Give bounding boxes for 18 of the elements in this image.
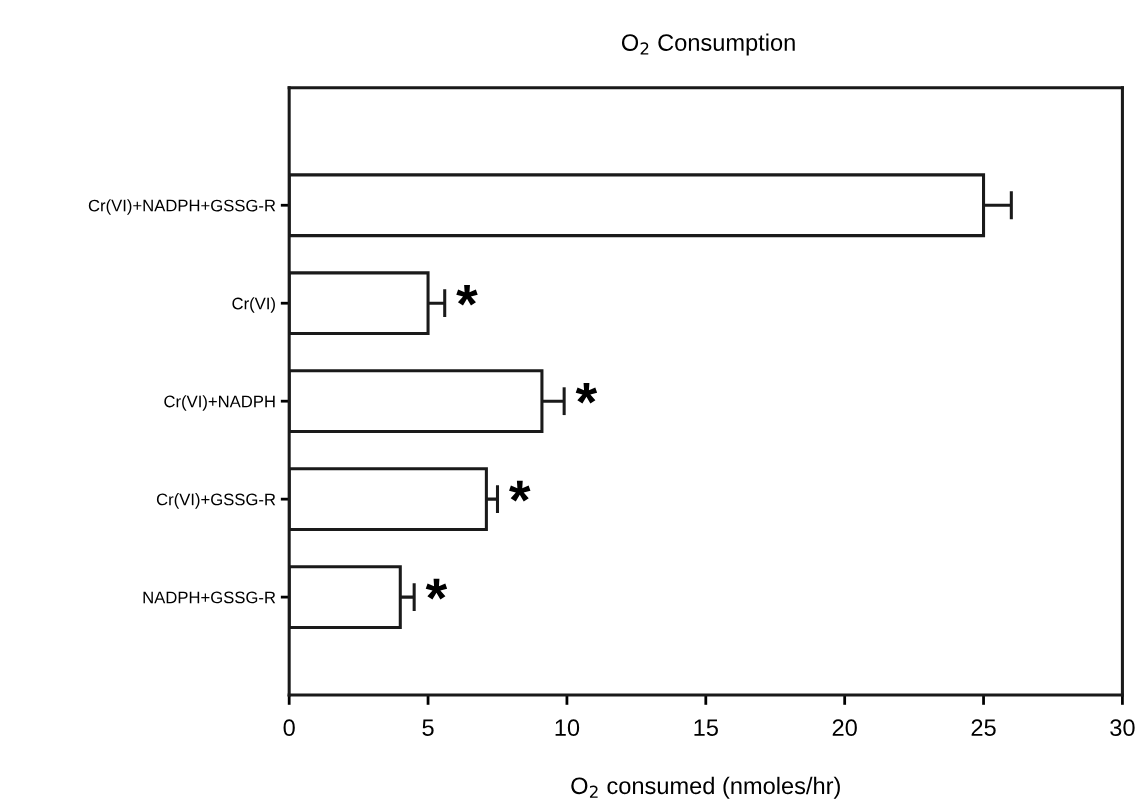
y-tick-label: Cr(VI)+GSSG-R [156, 493, 276, 509]
annotation: * [456, 284, 478, 306]
y-tick-label: Cr(VI)+NADPH [164, 395, 275, 411]
x-tick-label: 5 [422, 719, 434, 737]
x-tick-label: 15 [694, 719, 718, 737]
x-tick-label: 20 [832, 719, 857, 737]
x-tick-label: 30 [1110, 719, 1135, 737]
x-tick-label: 0 [283, 719, 295, 737]
y-tick-label: NADPH+GSSG-R [143, 591, 276, 604]
x-axis-title: O$_{2}$ consumed (nmoles/hr) [571, 776, 840, 799]
chart-title: O$_{2}$ Consumption [621, 33, 795, 56]
annotation: * [575, 382, 598, 404]
x-tick-label: 10 [555, 719, 580, 737]
annotation: * [509, 480, 531, 502]
y-tick-label: Cr(VI)+NADPH+GSSG-R [88, 199, 276, 215]
y-tick-label: Cr(VI) [232, 297, 275, 313]
x-tick-label: 25 [971, 719, 996, 737]
annotation: * [425, 578, 448, 600]
